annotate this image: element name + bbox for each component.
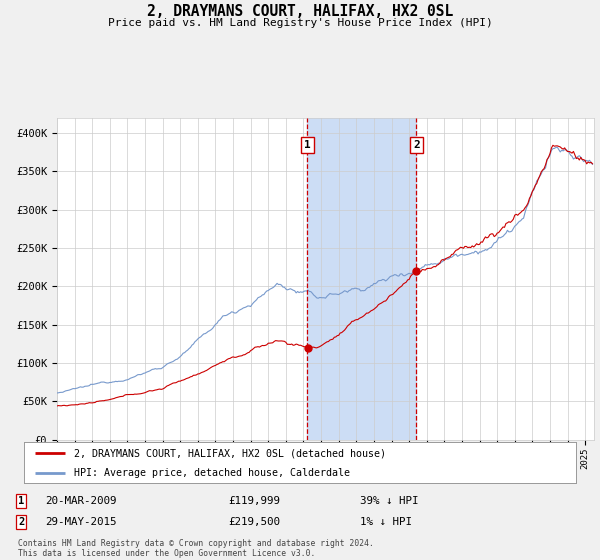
Text: Price paid vs. HM Land Registry's House Price Index (HPI): Price paid vs. HM Land Registry's House … [107,18,493,28]
Bar [307,118,416,440]
Text: Contains HM Land Registry data © Crown copyright and database right 2024.
This d: Contains HM Land Registry data © Crown c… [18,539,374,558]
Text: 39% ↓ HPI: 39% ↓ HPI [360,496,419,506]
Text: £119,999: £119,999 [228,496,280,506]
Text: 2, DRAYMANS COURT, HALIFAX, HX2 0SL (detached house): 2, DRAYMANS COURT, HALIFAX, HX2 0SL (det… [74,449,386,458]
Text: £219,500: £219,500 [228,517,280,527]
Text: 2: 2 [18,517,24,527]
Text: 2, DRAYMANS COURT, HALIFAX, HX2 0SL: 2, DRAYMANS COURT, HALIFAX, HX2 0SL [147,4,453,19]
Text: 2: 2 [413,140,420,150]
Text: 29-MAY-2015: 29-MAY-2015 [45,517,116,527]
Text: 1: 1 [304,140,311,150]
Text: HPI: Average price, detached house, Calderdale: HPI: Average price, detached house, Cald… [74,468,350,478]
Text: 1% ↓ HPI: 1% ↓ HPI [360,517,412,527]
Text: 20-MAR-2009: 20-MAR-2009 [45,496,116,506]
Text: 1: 1 [18,496,24,506]
